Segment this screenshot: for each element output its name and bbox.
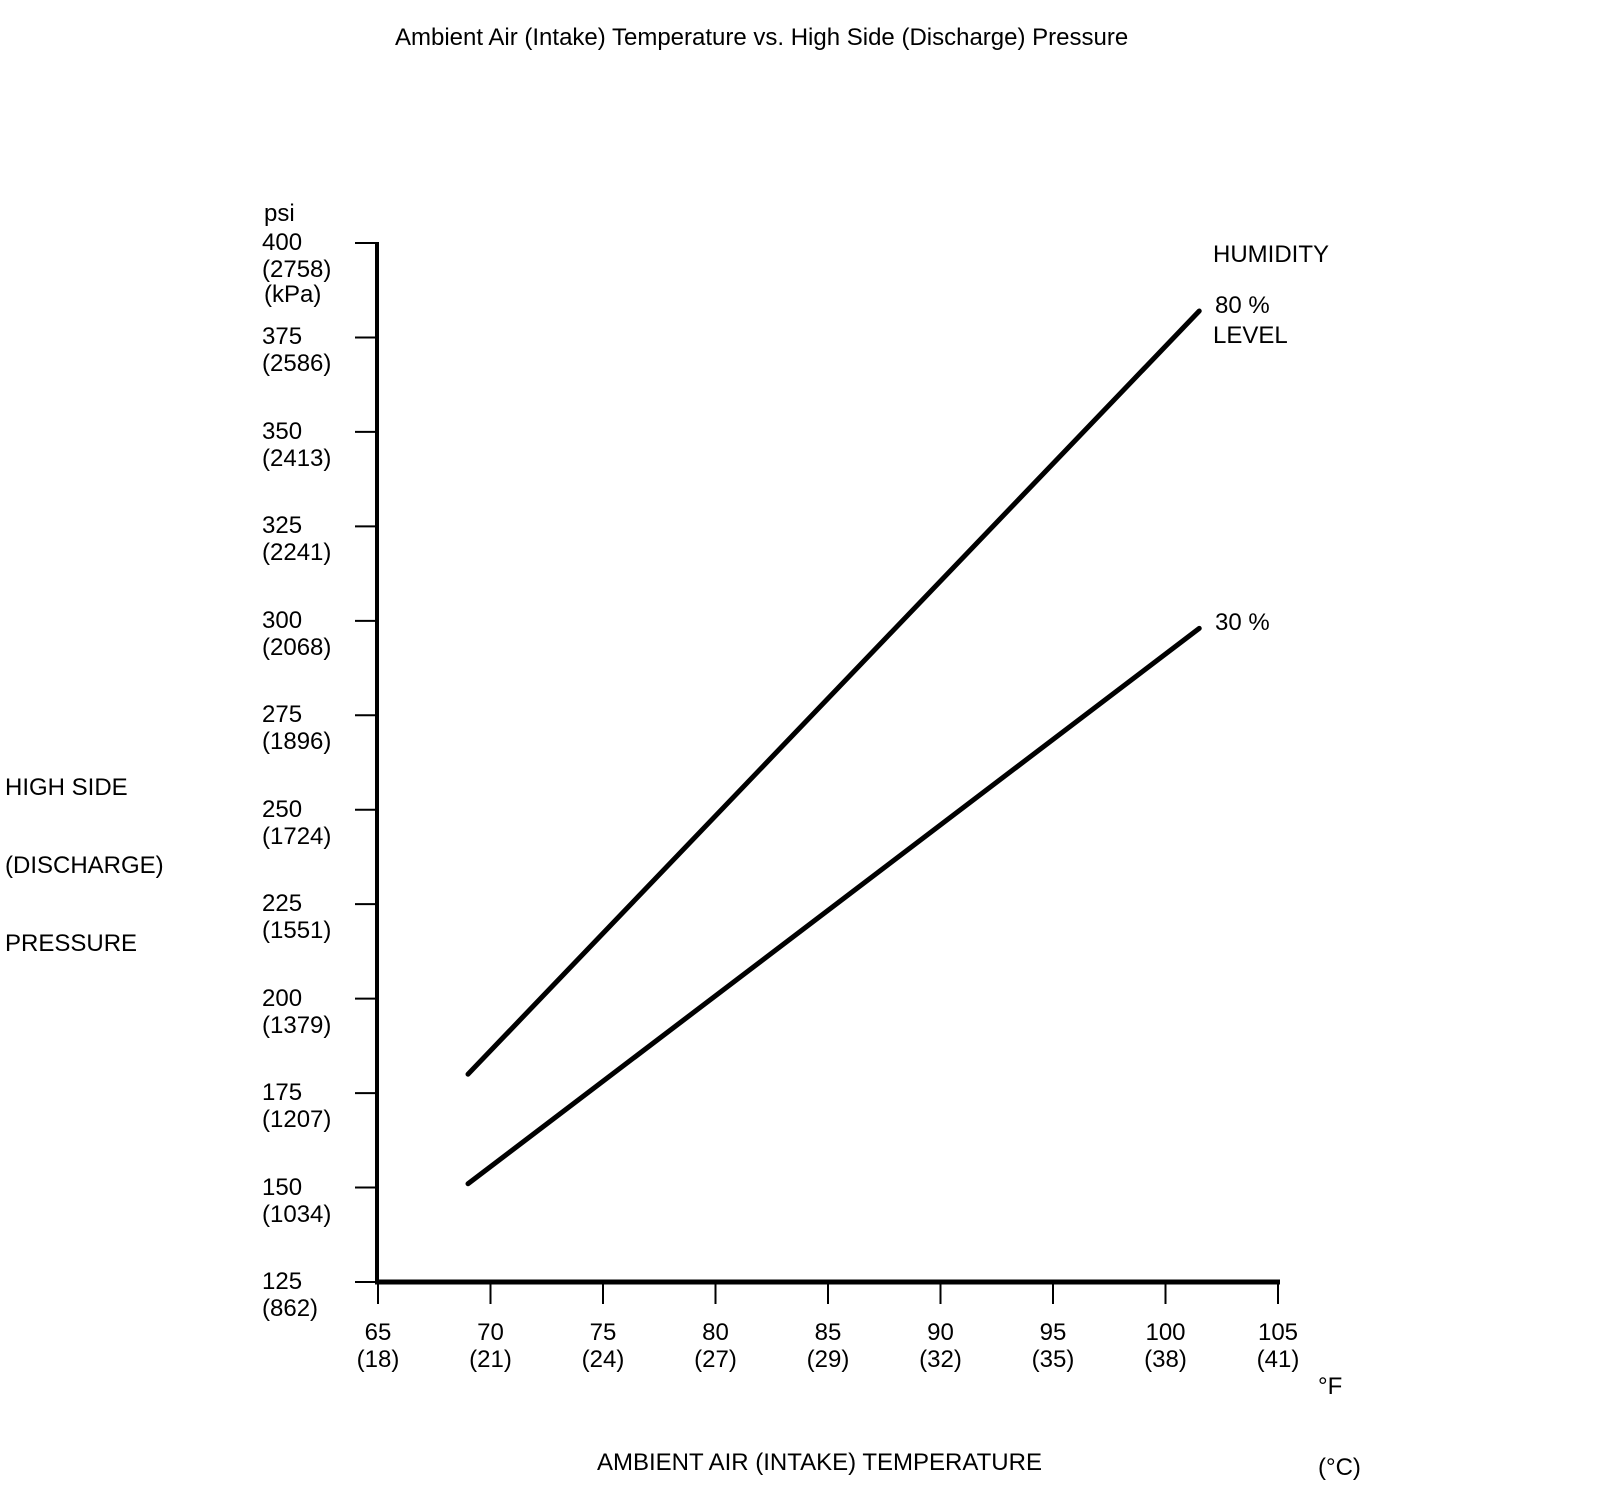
- x-tick-c: (38): [1144, 1346, 1187, 1373]
- series-line-80%: [465, 308, 1202, 1077]
- x-tick-f: 95: [1039, 1319, 1067, 1346]
- y-tick-label: 150 (1034): [262, 1174, 331, 1228]
- x-unit-f: °F: [1318, 1373, 1343, 1400]
- x-tick-c: (21): [469, 1346, 512, 1373]
- y-tick-psi: 225: [262, 890, 303, 918]
- x-tick-f: 90: [927, 1319, 954, 1346]
- x-tick-f: 65: [364, 1319, 392, 1346]
- series-label-80-percent: 80 %: [1215, 292, 1270, 319]
- x-tick-f: 80: [702, 1319, 729, 1346]
- y-tick-kpa: (1034): [262, 1200, 332, 1228]
- x-tick-c: (27): [694, 1346, 737, 1373]
- y-tick-psi: 325: [262, 512, 303, 540]
- y-axis-unit-label: psi (kPa): [264, 146, 321, 362]
- x-tick-label: 80 (27): [656, 1319, 776, 1373]
- y-tick-kpa: (2068): [262, 633, 332, 661]
- x-tick-f: 105: [1257, 1319, 1299, 1346]
- y-tick-psi: 375: [262, 323, 303, 351]
- y-tick-psi: 400: [262, 229, 303, 256]
- y-tick-psi: 175: [262, 1079, 303, 1107]
- y-tick-label: 200 (1379): [262, 985, 331, 1039]
- y-tick-kpa: (2586): [262, 350, 332, 378]
- x-unit-c: (°C): [1318, 1454, 1361, 1481]
- y-tick-psi: 350: [262, 417, 303, 445]
- y-tick-psi: 150: [262, 1173, 303, 1201]
- y-tick-psi: 125: [262, 1268, 303, 1295]
- y-tick-kpa: (1207): [262, 1106, 332, 1134]
- y-tick-kpa: (2413): [262, 444, 332, 472]
- x-tick-label: 75 (24): [543, 1319, 663, 1373]
- x-axis-unit-label: °F (°C): [1318, 1319, 1361, 1508]
- y-axis-title: HIGH SIDE (DISCHARGE) PRESSURE: [5, 723, 164, 1009]
- y-tick-label: 400 (2758): [262, 229, 331, 283]
- y-tick-kpa: (1724): [262, 822, 332, 850]
- y-tick-label: 350 (2413): [262, 418, 331, 472]
- x-tick-label: 105 (41): [1218, 1319, 1338, 1373]
- y-tick-kpa: (1379): [262, 1011, 332, 1039]
- y-axis-title-line2: (DISCHARGE): [5, 852, 164, 879]
- y-tick-label: 375 (2586): [262, 323, 331, 377]
- y-tick-psi: 200: [262, 984, 303, 1012]
- x-axis-title: AMBIENT AIR (INTAKE) TEMPERATURE: [597, 1449, 1042, 1476]
- y-tick-label: 300 (2068): [262, 607, 331, 661]
- x-tick-label: 70 (21): [431, 1319, 551, 1373]
- y-tick-label: 250 (1724): [262, 796, 331, 850]
- y-tick-label: 175 (1207): [262, 1079, 331, 1133]
- x-tick-f: 70: [477, 1319, 504, 1346]
- y-tick-psi: 275: [262, 701, 303, 729]
- legend-title-line2: LEVEL: [1213, 322, 1288, 349]
- x-tick-c: (35): [1031, 1346, 1075, 1373]
- y-tick-label: 325 (2241): [262, 512, 331, 566]
- y-unit-kpa: (kPa): [264, 281, 322, 308]
- y-axis-title-line1: HIGH SIDE: [5, 774, 128, 801]
- y-tick-psi: 300: [262, 606, 303, 634]
- y-unit-psi: psi: [264, 200, 295, 227]
- y-tick-kpa: (2758): [262, 256, 332, 283]
- x-tick-c: (18): [356, 1346, 400, 1373]
- x-tick-f: 85: [814, 1319, 842, 1346]
- y-tick-kpa: (862): [262, 1295, 319, 1322]
- x-tick-label: 90 (32): [881, 1319, 1001, 1373]
- x-tick-label: 65 (18): [318, 1319, 438, 1373]
- legend-title-line1: HUMIDITY: [1213, 241, 1329, 268]
- x-tick-f: 75: [589, 1319, 617, 1346]
- y-tick-psi: 250: [262, 795, 303, 823]
- x-tick-label: 85 (29): [768, 1319, 888, 1373]
- x-tick-label: 100 (38): [1106, 1319, 1226, 1373]
- x-tick-label: 95 (35): [993, 1319, 1113, 1373]
- y-tick-kpa: (2241): [262, 539, 332, 567]
- series-label-30-percent: 30 %: [1215, 609, 1270, 636]
- y-tick-label: 125 (862): [262, 1268, 318, 1322]
- series-line-30%: [465, 625, 1202, 1187]
- y-tick-label: 275 (1896): [262, 701, 331, 755]
- x-tick-c: (29): [806, 1346, 850, 1373]
- y-tick-kpa: (1551): [262, 917, 332, 945]
- chart-title: Ambient Air (Intake) Temperature vs. Hig…: [395, 24, 1129, 51]
- x-tick-c: (32): [919, 1346, 962, 1373]
- y-tick-label: 225 (1551): [262, 890, 331, 944]
- x-tick-f: 100: [1145, 1319, 1186, 1346]
- x-tick-c: (41): [1256, 1346, 1300, 1373]
- x-tick-c: (24): [581, 1346, 625, 1373]
- y-axis-title-line3: PRESSURE: [5, 930, 138, 957]
- legend-title: HUMIDITY LEVEL: [1213, 187, 1329, 403]
- y-tick-kpa: (1896): [262, 728, 332, 756]
